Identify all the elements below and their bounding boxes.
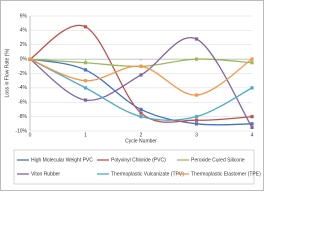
series-marker	[250, 125, 254, 130]
series-marker	[83, 98, 88, 102]
y-axis-label: Loss in Flow Rate (%)	[4, 48, 10, 97]
series-marker	[139, 64, 143, 68]
series-marker	[83, 79, 88, 83]
x-axis-label: Cycle Number	[125, 138, 157, 144]
y-tick-label: -4%	[18, 85, 27, 91]
legend-box	[13, 149, 255, 185]
y-tick-label: -6%	[18, 100, 27, 106]
legend-label: Viton Rubber	[31, 171, 60, 177]
chart-border	[0, 0, 264, 191]
series-marker	[194, 93, 199, 97]
chart: Loss in Flow Rate (%) Cycle Number -10% -…	[0, 0, 264, 191]
legend-label: Thermoplastic Vulcanizate (TPV)	[111, 171, 184, 177]
series-marker	[194, 118, 199, 122]
series-marker	[250, 115, 254, 119]
x-tick-label: 1	[84, 132, 87, 138]
series-marker	[83, 86, 88, 90]
y-tick-label: 2%	[20, 42, 28, 48]
y-tick-label: 0%	[20, 56, 28, 62]
series-marker	[250, 122, 254, 126]
y-tick-label: 6%	[20, 13, 28, 19]
y-tick-label: -10%	[15, 128, 27, 134]
series-marker	[83, 25, 88, 29]
series-marker	[194, 57, 199, 61]
series-marker	[194, 37, 199, 41]
series-marker	[139, 115, 143, 119]
x-tick-label: 4	[251, 132, 254, 138]
x-tick-label: 2	[140, 132, 143, 138]
series-line	[29, 24, 253, 123]
x-tick-label: 3	[195, 132, 198, 138]
legend-label: Polyvinyl Chloride (PVC)	[111, 157, 166, 163]
series-marker	[139, 107, 143, 112]
series-marker	[139, 111, 143, 115]
series-marker	[194, 122, 199, 126]
series-marker	[28, 57, 32, 61]
legend-label: Peroxide Cured Silicone	[191, 157, 245, 163]
series-marker	[83, 68, 88, 72]
series-marker	[250, 86, 254, 90]
series-marker	[250, 61, 254, 65]
y-tick-label: -8%	[18, 114, 27, 120]
series-marker	[194, 115, 199, 119]
y-tick-label: 4%	[20, 28, 28, 34]
series-marker	[250, 57, 254, 61]
series-marker	[83, 61, 88, 65]
x-tick-label: 0	[29, 132, 32, 138]
legend-label: Thermoplastic Elastomer (TPE)	[191, 171, 261, 177]
y-tick-label: -2%	[18, 71, 27, 77]
legend-label: High Molecular Weight PVC	[31, 157, 93, 163]
series-marker	[139, 73, 143, 77]
